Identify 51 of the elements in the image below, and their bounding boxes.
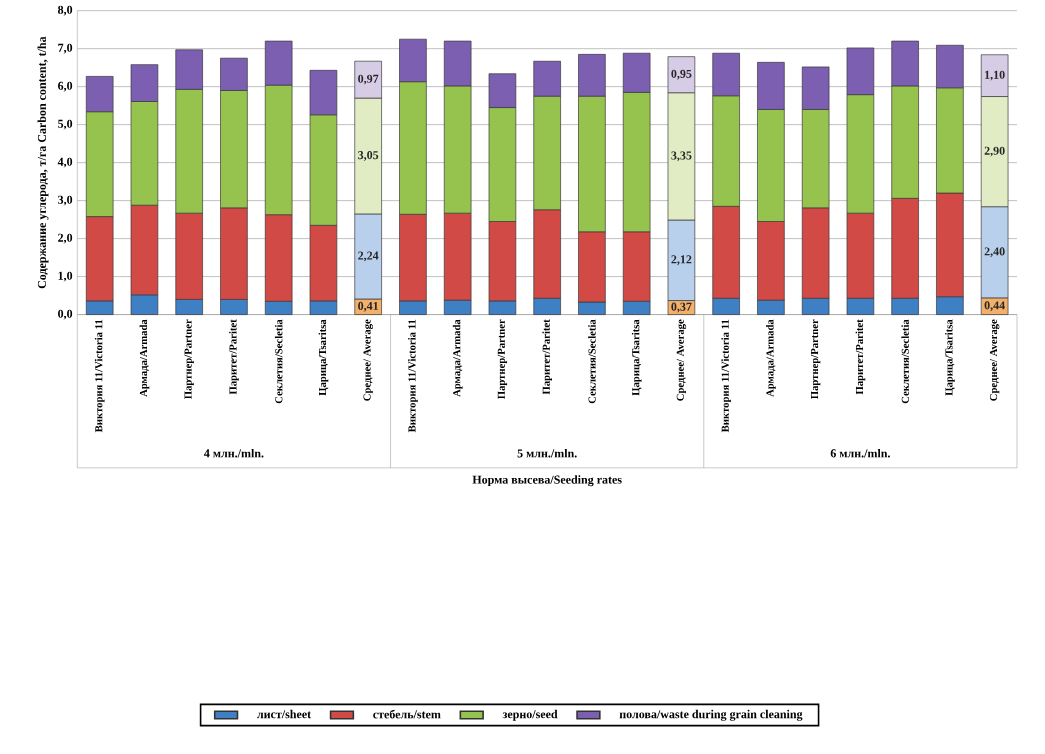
y-tick-label: 5,0 [58,119,73,130]
data-label: 1,10 [985,70,1005,81]
text: 4 млн./mln. [204,448,264,458]
x-tick-label: Партнер/Partner [184,319,194,399]
x-tick-label: Секлетия/Secletia [274,319,283,404]
x-tick-label: Среднее/ Average [363,319,373,401]
x-tick-label: Партнер/Partner [497,319,508,399]
x-tick-label: Среднее/ Average [676,319,687,401]
y-tick-label: 3,0 [58,195,73,206]
x-tick-label: Виктория 11/Victoria 11 [408,319,418,432]
data-label: 2,90 [984,146,1005,157]
data-label: 0,97 [358,74,379,85]
data-label: 3,35 [671,151,692,162]
legend-label: полова/waste during grain cleaning [619,709,803,721]
legend-label: лист/sheet [257,709,312,719]
y-tick-label: 0,0 [58,309,73,320]
x-tick-label: Среднее/ Average [989,319,1000,401]
x-tick-label: Партнер/Partner [811,319,821,399]
x-tick-label: Армада/Armada [766,319,776,397]
legend-label: стебель/stem [373,709,441,719]
y-tick-label: 2,0 [58,233,73,244]
data-label: 2,40 [984,247,1005,257]
y-tick-label: 1,0 [58,271,73,282]
x-tick-label: Виктория 11/Victoria 11 [94,319,105,432]
x-tick-label: Секлетия/Secletia [901,319,909,404]
data-label: 3,05 [358,150,379,161]
data-label: 0,95 [671,69,692,80]
x-tick-label: Секлетия/Secletia [588,319,596,404]
text: 5 млн./mln. [517,448,577,458]
x-tick-label: Армада/Armada [452,319,463,397]
x-tick-label: Паритет/Paritet [542,319,553,395]
x-tick-label: Паритет/Paritet [855,319,866,395]
x-axis-title: Норма высева/Seeding rates [472,475,622,487]
x-tick-label: Царица/Tsaritsa [631,319,642,396]
legend-label: зерно/seed [502,709,558,721]
y-tick-label: 4,0 [57,157,73,168]
data-label: 2,24 [358,251,379,262]
data-label: 2,12 [671,255,692,265]
x-tick-label: Паритет/Paritet [229,319,239,395]
y-tick-label: 8,0 [58,5,73,16]
y-tick-label: 7,0 [58,43,73,54]
text: 6 млн./mln. [830,448,890,458]
x-tick-label: Виктория 11/Victoria 11 [721,319,731,432]
y-tick-label: 6,0 [58,81,73,92]
data-label: 0,44 [984,301,1005,311]
data-label: 0,37 [671,302,692,313]
x-tick-label: Армада/Armada [139,319,150,397]
x-tick-label: Царица/Tsaritsa [318,319,329,396]
data-label: 0,41 [358,301,379,312]
y-axis-title: Содержание углерода, т/га Carbon content, t/ha [37,36,49,289]
x-tick-label: Царица/Tsaritsa [945,319,955,396]
